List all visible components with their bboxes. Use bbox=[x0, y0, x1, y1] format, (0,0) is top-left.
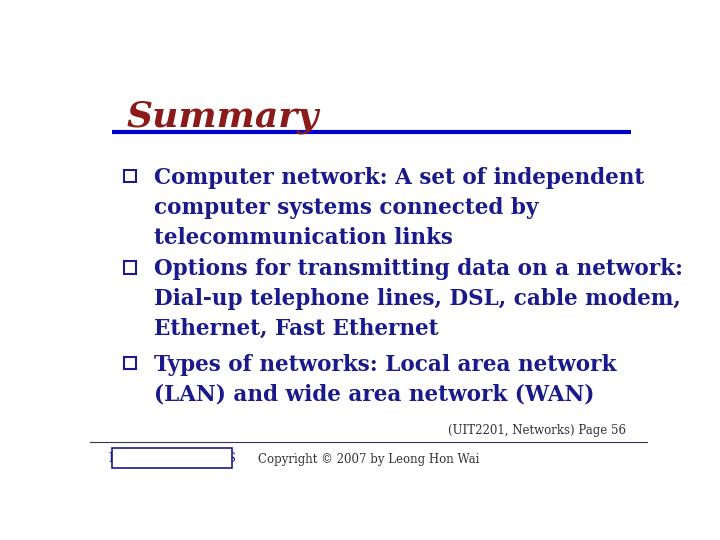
Text: Dial-up telephone lines, DSL, cable modem,: Dial-up telephone lines, DSL, cable mode… bbox=[154, 288, 681, 310]
Text: telecommunication links: telecommunication links bbox=[154, 227, 453, 248]
Text: Summary: Summary bbox=[126, 100, 318, 134]
Text: Options for transmitting data on a network:: Options for transmitting data on a netwo… bbox=[154, 258, 683, 280]
Text: Copyright © 2007 by Leong Hon Wai: Copyright © 2007 by Leong Hon Wai bbox=[258, 453, 480, 467]
FancyBboxPatch shape bbox=[112, 448, 233, 468]
FancyBboxPatch shape bbox=[124, 261, 136, 274]
Text: Ethernet, Fast Ethernet: Ethernet, Fast Ethernet bbox=[154, 318, 438, 340]
Text: Computer network: A set of independent: Computer network: A set of independent bbox=[154, 167, 644, 188]
Text: (LAN) and wide area network (WAN): (LAN) and wide area network (WAN) bbox=[154, 384, 595, 406]
Text: (UIT2201, Networks) Page 56: (UIT2201, Networks) Page 56 bbox=[448, 424, 626, 437]
Text: Types of networks: Local area network: Types of networks: Local area network bbox=[154, 354, 616, 376]
FancyBboxPatch shape bbox=[124, 357, 136, 369]
Text: Hon Wai Leong, NUS: Hon Wai Leong, NUS bbox=[109, 451, 235, 464]
FancyBboxPatch shape bbox=[124, 170, 136, 182]
Text: computer systems connected by: computer systems connected by bbox=[154, 197, 539, 219]
